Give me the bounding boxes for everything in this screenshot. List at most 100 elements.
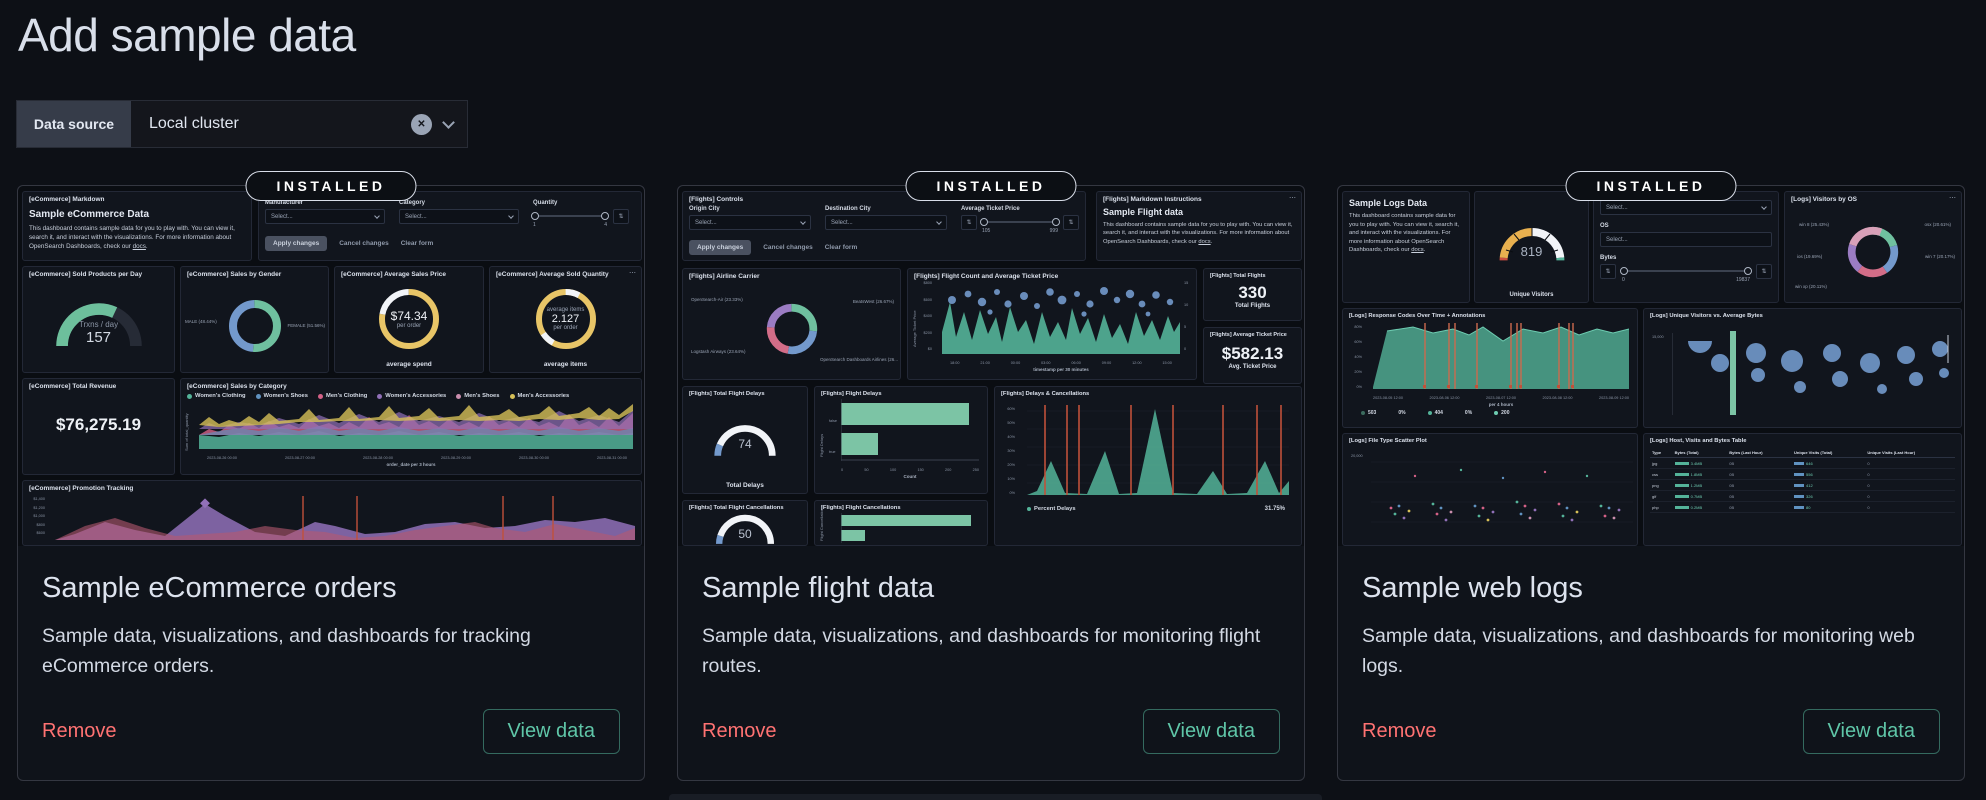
- data-source-control[interactable]: Data source Local cluster ✕: [16, 100, 468, 148]
- cancel-changes-mini-button: Cancel changes: [339, 240, 389, 247]
- x-axis-ticks: 18:00 21:00 00:00 03:00 06:00 09:00 12:00 15:00: [950, 361, 1172, 365]
- thumb-panel-flight-delays-bars: [Flights] Flight Delays Flight Delays fa…: [814, 386, 988, 494]
- web-logs-dashboard-preview: Sample Logs Data This dashboard contains…: [1338, 186, 1964, 546]
- delays-bar-chart: [840, 399, 979, 461]
- card-description: Sample data, visualizations, and dashboa…: [702, 625, 1261, 678]
- panel-menu-icon: ⋯: [629, 270, 637, 277]
- data-source-value[interactable]: Local cluster: [149, 115, 239, 132]
- card-sample-web-logs: INSTALLED Sample Logs Data This dashboar…: [1337, 171, 1965, 781]
- thumb-panel-flight-count-price: [Flights] Flight Count and Average Ticke…: [907, 268, 1197, 380]
- card-title: Sample flight data: [702, 572, 935, 604]
- panel-menu-icon: ⋯: [1289, 195, 1297, 202]
- file-type-scatter-chart: [1371, 461, 1633, 523]
- flight-count-chart: [942, 287, 1180, 354]
- chart-legend: Women's Clothing Women's Shoes Men's Cloth…: [187, 393, 635, 399]
- y-axis-ticks: $800 $600 $400 $200 $0: [923, 281, 932, 351]
- table-row: png 1.2MB 0B 412 0: [1650, 479, 1955, 491]
- delays-cancellations-chart: [1027, 405, 1289, 495]
- clear-form-mini-button: Clear form: [824, 244, 858, 251]
- card-title: Sample web logs: [1362, 572, 1583, 604]
- docs-link: docs: [132, 243, 146, 251]
- remove-button[interactable]: Remove: [702, 720, 777, 742]
- table-row: css 1.8MB 0B 556 0: [1650, 468, 1955, 480]
- stacked-area-chart: [199, 404, 633, 449]
- y2-axis-ticks: 15 10 5 0: [1184, 281, 1189, 351]
- thumb-panel-sales-by-gender: [eCommerce] Sales by Gender MALE (48.44%…: [180, 266, 329, 373]
- x-axis-ticks: 2023-08-05 12:00 2023-08-06 12:00 2023-08-…: [1373, 396, 1629, 400]
- number-stepper: ⇅: [613, 209, 629, 224]
- view-data-button[interactable]: View data: [1802, 709, 1940, 754]
- panel-menu-icon: ⋯: [1949, 195, 1957, 202]
- card-sample-ecommerce: INSTALLED [eCommerce] Markdown Sample eC…: [17, 171, 645, 781]
- cancellations-bar-chart: [840, 513, 971, 543]
- clear-selection-icon[interactable]: ✕: [411, 113, 432, 135]
- thumb-panel-sold-products-gauge: [eCommerce] Sold Products per Day Trxns …: [22, 266, 175, 373]
- ecommerce-dashboard-preview: [eCommerce] Markdown Sample eCommerce Da…: [18, 186, 644, 546]
- promotion-area-chart: [55, 496, 635, 540]
- thumb-panel-total-revenue: [eCommerce] Total Revenue $76,275.19: [22, 378, 175, 475]
- thumb-panel-total-flight-delays: [Flights] Total Flight Delays 74 Total D…: [682, 386, 808, 494]
- select-input: Select...: [689, 215, 811, 230]
- table-row: php 0.2MB 0B 80 0: [1650, 501, 1955, 513]
- number-stepper: ⇅: [1756, 264, 1772, 279]
- thumb-panel-sales-by-category: [eCommerce] Sales by Category Women's Cl…: [180, 378, 642, 475]
- thumb-panel-unique-visitors-gauge: 819 Unique Visitors: [1474, 191, 1589, 303]
- select-input: Select...: [1600, 232, 1772, 247]
- select-input: Select...: [825, 215, 947, 230]
- card-description: Sample data, visualizations, and dashboa…: [42, 625, 531, 678]
- view-data-button[interactable]: View data: [1142, 709, 1280, 754]
- card-description: Sample data, visualizations, and dashboa…: [1362, 625, 1915, 678]
- number-stepper: ⇅: [1063, 215, 1079, 230]
- chart-legend: Percent Delays: [1027, 506, 1076, 512]
- x-axis-ticks: 0 50 100 150 200 250: [841, 468, 979, 472]
- number-stepper: ⇅: [961, 215, 977, 230]
- thumb-panel-total-flights: [Flights] Total Flights 330 Total Flight…: [1203, 268, 1302, 321]
- bar-cat-labels: false true: [829, 418, 838, 454]
- y-axis-ticks: 60% 50% 40% 30% 20% 10% 0%: [1007, 407, 1015, 495]
- logs-table: Type Bytes (Total) Bytes (Last Hour) Unique…: [1650, 448, 1955, 513]
- thumb-panel-promotion-tracking: [eCommerce] Promotion Tracking $1,400 $1,…: [22, 480, 642, 546]
- table-row: jpg 3.4MB 0B 646 0: [1650, 457, 1955, 469]
- apply-changes-mini-button: Apply changes: [265, 236, 328, 251]
- thumb-panel-controls: Manufacturer Select... Category Select..…: [258, 191, 642, 261]
- clear-form-mini-button: Clear form: [400, 240, 434, 247]
- installed-badge: INSTALLED: [245, 171, 417, 201]
- remove-button[interactable]: Remove: [42, 720, 117, 742]
- thumb-panel-markdown: [eCommerce] Markdown Sample eCommerce Da…: [22, 191, 252, 261]
- bubble-chart: [1671, 331, 1949, 415]
- y-axis-ticks: $1,400 $1,200 $1,000 $800 $600: [33, 497, 45, 535]
- select-input: Select...: [399, 209, 519, 224]
- partial-element-below-fold: [669, 794, 1322, 800]
- number-stepper: ⇅: [1600, 264, 1616, 279]
- docs-link: docs: [1411, 247, 1424, 254]
- thumb-panel-logs-markdown: Sample Logs Data This dashboard contains…: [1342, 191, 1470, 303]
- thumb-panel-flight-cancellations-bars: [Flights] Flight Cancellations Flight Ca…: [814, 500, 988, 546]
- card-sample-flights: INSTALLED [Flights] Controls Origin City…: [677, 171, 1305, 781]
- thumb-panel-total-flight-cancellations: [Flights] Total Flight Cancellations 50: [682, 500, 808, 546]
- table-row: gif 0.7MB 0B 326 0: [1650, 490, 1955, 502]
- installed-badge: INSTALLED: [905, 171, 1077, 201]
- docs-link: docs: [1198, 238, 1211, 245]
- view-data-button[interactable]: View data: [482, 709, 620, 754]
- select-input: Select...: [265, 209, 385, 224]
- thumb-panel-flights-markdown: [Flights] Markdown Instructions ⋯ Sample…: [1096, 191, 1302, 261]
- data-source-label: Data source: [17, 101, 131, 147]
- select-input: Select...: [1600, 200, 1772, 215]
- data-source-icons: ✕: [411, 101, 467, 147]
- installed-badge: INSTALLED: [1565, 171, 1737, 201]
- remove-button[interactable]: Remove: [1362, 720, 1437, 742]
- flights-dashboard-preview: [Flights] Controls Origin City Select...…: [678, 186, 1304, 546]
- card-title: Sample eCommerce orders: [42, 572, 397, 604]
- thumb-panel-response-codes: [Logs] Response Codes Over Time + Annota…: [1342, 308, 1638, 428]
- thumb-panel-visitors-vs-bytes: [Logs] Unique Visitors vs. Average Bytes…: [1643, 308, 1962, 428]
- thumb-panel-host-visits-bytes-table: [Logs] Host, Visits and Bytes Table Type…: [1643, 433, 1962, 546]
- thumb-panel-average-sold-quantity: [eCommerce] Average Sold Quantity ⋯ aver…: [489, 266, 642, 373]
- thumb-panel-logs-controls: Select... OS Select... Bytes ⇅ 0 19837 ⇅: [1593, 191, 1779, 303]
- apply-changes-mini-button: Apply changes: [689, 240, 752, 255]
- thumb-panel-file-type-scatter: [Logs] File Type Scatter Plot 20,000: [1342, 433, 1638, 546]
- chevron-down-icon[interactable]: [442, 115, 455, 129]
- y-axis-ticks: 80% 60% 40% 20% 0%: [1354, 325, 1362, 389]
- thumb-panel-average-ticket-price: [Flights] Average Ticket Price $582.13 A…: [1203, 327, 1302, 384]
- thumb-panel-airline-carrier: [Flights] Airline Carrier OpenSearch-Air…: [682, 268, 901, 380]
